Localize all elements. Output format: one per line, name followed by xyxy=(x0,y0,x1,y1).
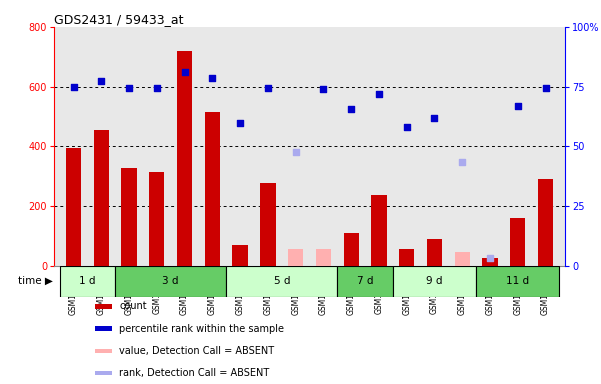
Bar xyxy=(95,326,112,331)
Bar xyxy=(94,130,109,265)
Point xyxy=(346,106,356,112)
Text: 9 d: 9 d xyxy=(426,276,443,286)
Text: 1 d: 1 d xyxy=(79,276,96,286)
FancyBboxPatch shape xyxy=(393,265,476,297)
Text: time ▶: time ▶ xyxy=(18,276,53,286)
Text: GDS2431 / 59433_at: GDS2431 / 59433_at xyxy=(54,13,183,26)
Point xyxy=(97,78,106,84)
Bar xyxy=(177,51,192,265)
Bar xyxy=(288,249,304,265)
Bar xyxy=(399,249,414,265)
Bar xyxy=(95,304,112,308)
Point xyxy=(402,124,412,130)
Bar xyxy=(66,148,81,265)
Point xyxy=(319,86,328,93)
Point xyxy=(236,120,245,126)
Point xyxy=(485,255,495,261)
FancyBboxPatch shape xyxy=(226,265,337,297)
Bar xyxy=(316,249,331,265)
FancyBboxPatch shape xyxy=(115,265,226,297)
Bar xyxy=(205,112,220,265)
Point xyxy=(69,83,78,89)
Text: value, Detection Call = ABSENT: value, Detection Call = ABSENT xyxy=(120,346,275,356)
Bar xyxy=(344,233,359,265)
Point xyxy=(291,149,300,155)
Bar xyxy=(233,245,248,265)
Point xyxy=(152,85,162,91)
Point xyxy=(374,91,383,97)
FancyBboxPatch shape xyxy=(476,265,560,297)
Bar xyxy=(95,371,112,375)
Bar xyxy=(427,239,442,265)
Point xyxy=(513,103,522,109)
Bar xyxy=(371,195,386,265)
Text: 3 d: 3 d xyxy=(162,276,179,286)
Bar xyxy=(149,172,165,265)
Bar xyxy=(121,168,136,265)
Bar xyxy=(510,218,525,265)
FancyBboxPatch shape xyxy=(337,265,393,297)
Text: count: count xyxy=(120,301,147,311)
Point xyxy=(430,115,439,121)
Text: 11 d: 11 d xyxy=(506,276,529,286)
Bar xyxy=(95,349,112,353)
FancyBboxPatch shape xyxy=(59,265,115,297)
Point xyxy=(541,85,551,91)
Point xyxy=(207,75,217,81)
Bar xyxy=(538,179,553,265)
Bar xyxy=(454,252,470,265)
Text: 5 d: 5 d xyxy=(273,276,290,286)
Point xyxy=(124,85,134,91)
Point xyxy=(263,85,273,91)
Text: 7 d: 7 d xyxy=(357,276,373,286)
Point xyxy=(180,68,189,74)
Point xyxy=(457,159,467,165)
Text: percentile rank within the sample: percentile rank within the sample xyxy=(120,324,284,334)
Bar xyxy=(260,184,275,265)
Text: rank, Detection Call = ABSENT: rank, Detection Call = ABSENT xyxy=(120,368,270,378)
Bar xyxy=(483,258,498,265)
